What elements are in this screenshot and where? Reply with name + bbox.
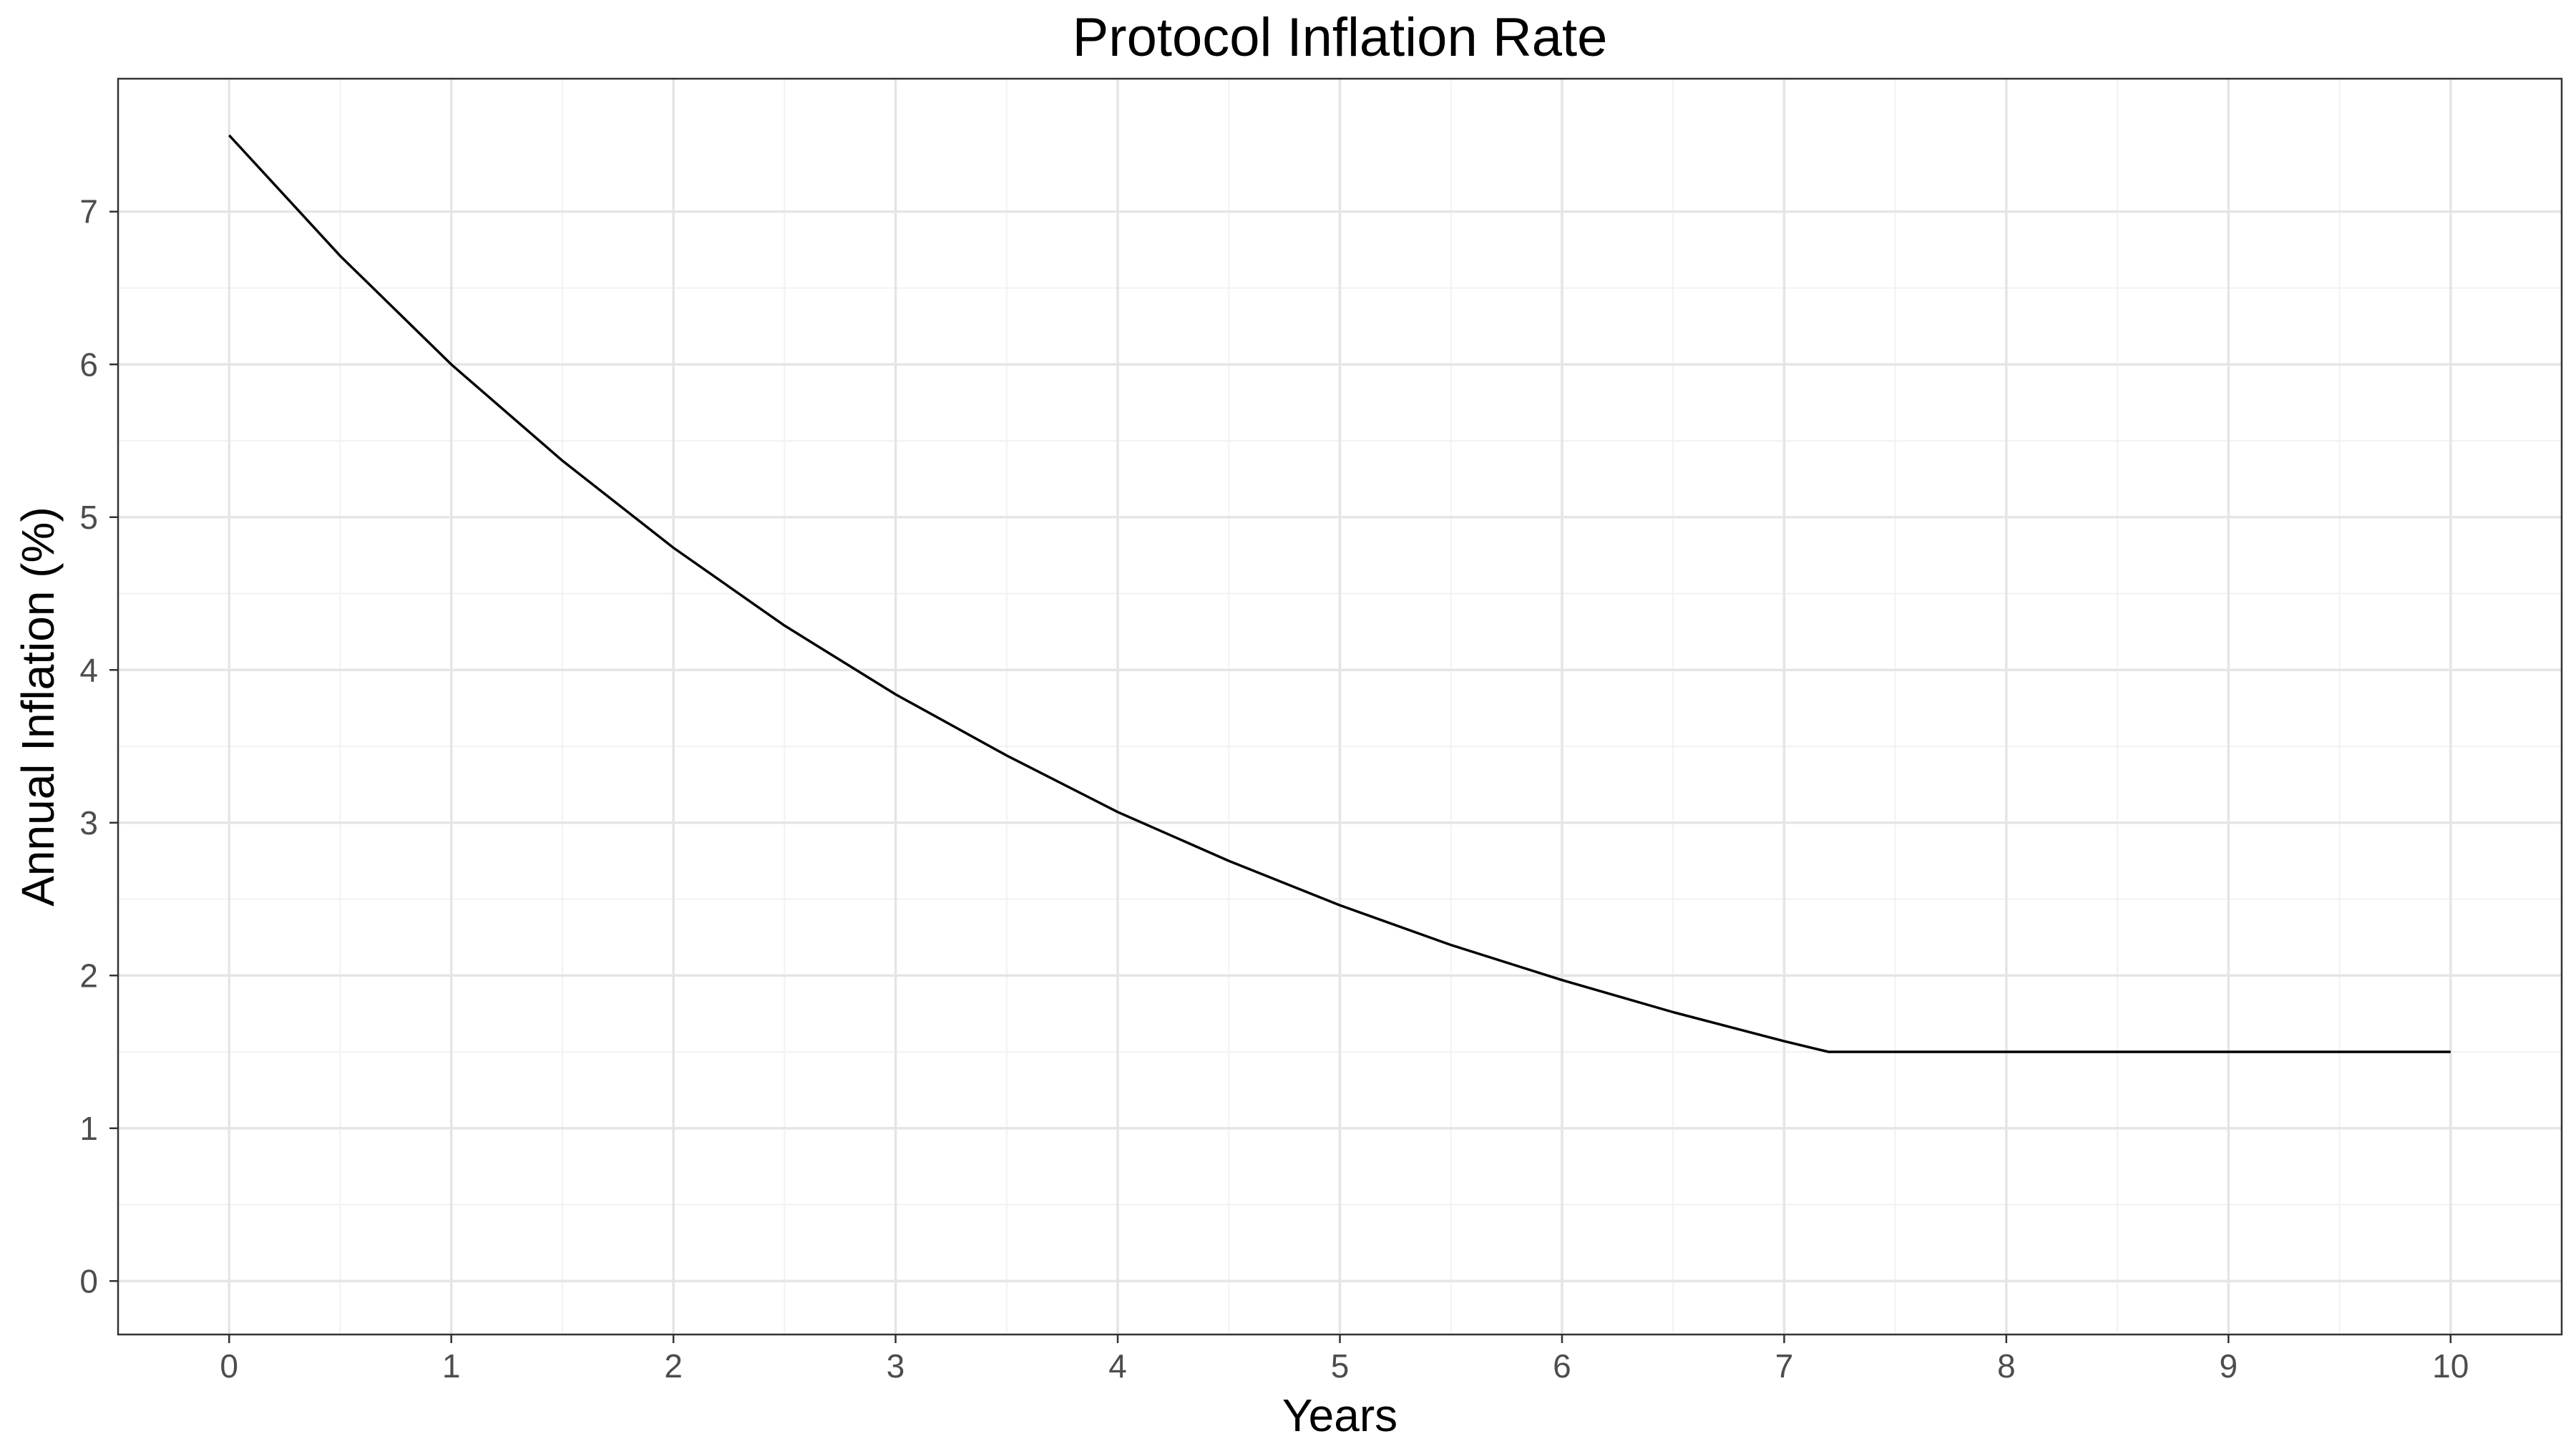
x-tick-label: 0 <box>220 1347 238 1385</box>
y-tick-label: 7 <box>79 193 98 230</box>
x-tick-label: 5 <box>1331 1347 1350 1385</box>
x-tick-label: 2 <box>664 1347 683 1385</box>
x-tick-label: 8 <box>1997 1347 2016 1385</box>
x-tick-label: 1 <box>442 1347 461 1385</box>
x-tick-label: 3 <box>887 1347 905 1385</box>
major-gridlines <box>118 79 2562 1335</box>
x-tick-label: 9 <box>2220 1347 2238 1385</box>
inflation-series-line <box>228 134 2451 1053</box>
y-tick-label: 5 <box>79 499 98 536</box>
chart-title: Protocol Inflation Rate <box>1073 7 1608 68</box>
y-tick-label: 6 <box>79 346 98 383</box>
x-tick-label: 4 <box>1108 1347 1127 1385</box>
y-tick-label: 0 <box>79 1262 98 1299</box>
y-tick-label: 3 <box>79 804 98 841</box>
x-axis-ticks: 0 1 2 3 4 5 6 7 8 9 10 <box>220 1335 2469 1385</box>
x-tick-label: 6 <box>1553 1347 1571 1385</box>
y-axis-ticks: 0 1 2 3 4 5 6 7 <box>79 193 118 1299</box>
x-tick-label: 10 <box>2432 1347 2469 1385</box>
y-tick-label: 2 <box>79 957 98 994</box>
y-axis-label: Annual Inflation (%) <box>12 507 64 907</box>
x-axis-label: Years <box>1282 1390 1397 1441</box>
y-tick-label: 1 <box>79 1110 98 1147</box>
x-tick-label: 7 <box>1775 1347 1794 1385</box>
y-tick-label: 4 <box>79 651 98 688</box>
